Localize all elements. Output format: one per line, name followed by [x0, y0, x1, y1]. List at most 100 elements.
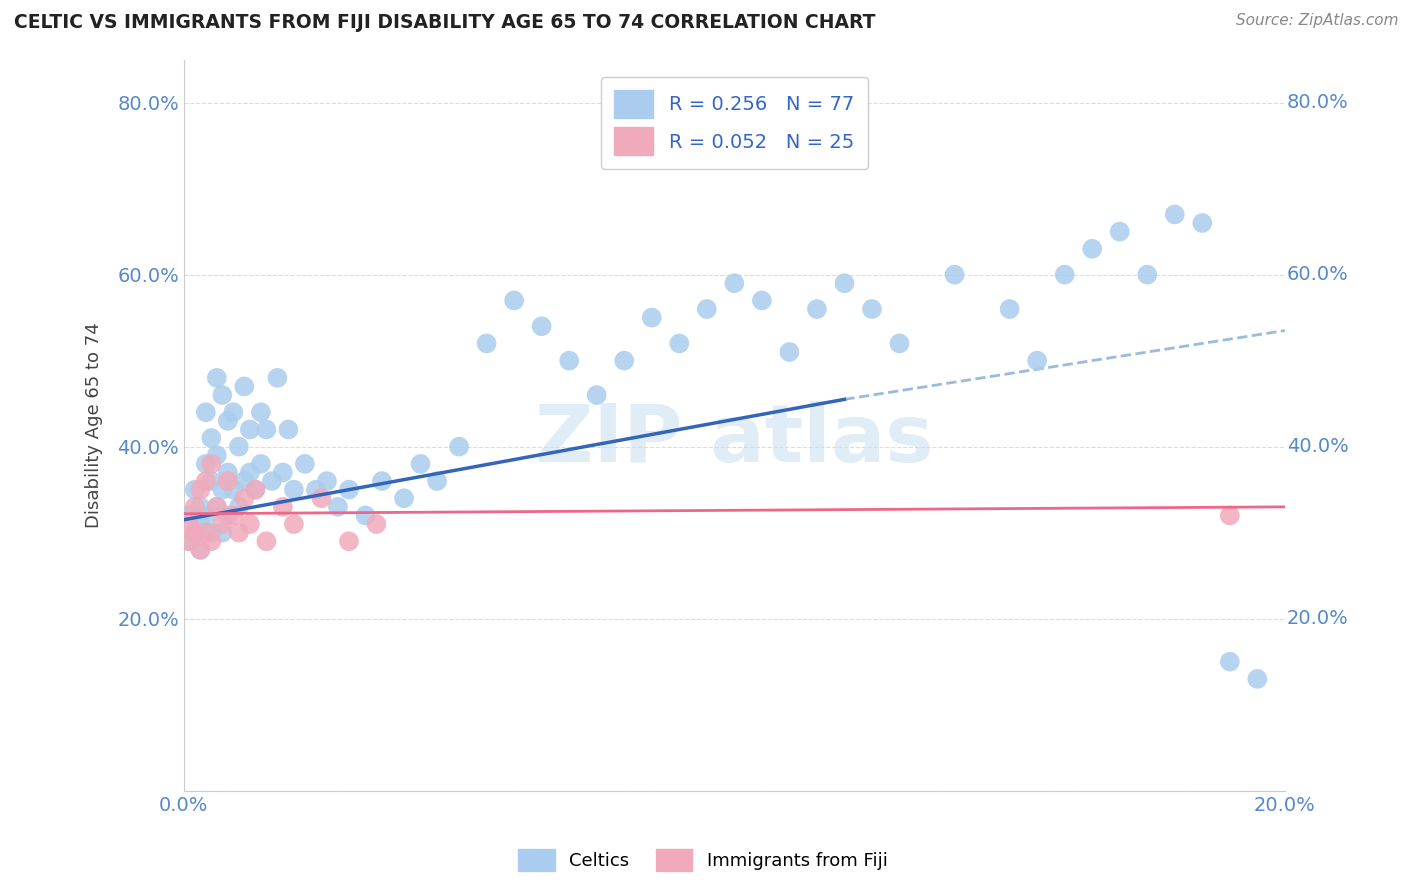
Point — [1219, 508, 1241, 523]
Point — [233, 474, 256, 488]
Point — [250, 457, 273, 471]
Point — [860, 301, 883, 316]
Point — [1246, 672, 1268, 686]
Point — [211, 388, 233, 402]
Point — [205, 500, 228, 514]
Point — [179, 517, 201, 532]
Point — [889, 336, 911, 351]
Point — [613, 353, 636, 368]
Point — [228, 525, 250, 540]
Point — [205, 371, 228, 385]
Point — [1136, 268, 1159, 282]
Point — [194, 525, 217, 540]
Point — [1219, 655, 1241, 669]
Point — [200, 457, 222, 471]
Point — [311, 491, 333, 506]
Point — [200, 431, 222, 445]
Y-axis label: Disability Age 65 to 74: Disability Age 65 to 74 — [86, 322, 103, 528]
Point — [239, 422, 262, 436]
Point — [228, 500, 250, 514]
Point — [1191, 216, 1213, 230]
Point — [558, 353, 581, 368]
Point — [305, 483, 328, 497]
Point — [245, 483, 267, 497]
Point — [354, 508, 377, 523]
Point — [211, 525, 233, 540]
Point — [409, 457, 432, 471]
Point — [188, 542, 211, 557]
Point — [449, 440, 471, 454]
Point — [834, 277, 856, 291]
Point — [217, 466, 239, 480]
Point — [184, 500, 207, 514]
Text: 20.0%: 20.0% — [1286, 609, 1348, 628]
Point — [641, 310, 664, 325]
Point — [696, 301, 718, 316]
Text: Source: ZipAtlas.com: Source: ZipAtlas.com — [1236, 13, 1399, 29]
Text: ZIP atlas: ZIP atlas — [536, 401, 934, 479]
Point — [283, 483, 305, 497]
Point — [188, 500, 211, 514]
Point — [188, 517, 211, 532]
Point — [179, 508, 201, 523]
Point — [254, 534, 277, 549]
Point — [1081, 242, 1104, 256]
Point — [475, 336, 498, 351]
Text: CELTIC VS IMMIGRANTS FROM FIJI DISABILITY AGE 65 TO 74 CORRELATION CHART: CELTIC VS IMMIGRANTS FROM FIJI DISABILIT… — [14, 13, 876, 32]
Point — [188, 483, 211, 497]
Point — [283, 517, 305, 532]
Point — [184, 525, 207, 540]
Point — [1026, 353, 1049, 368]
Point — [266, 371, 288, 385]
Point — [254, 422, 277, 436]
Point — [337, 534, 360, 549]
Point — [778, 345, 800, 359]
Point — [668, 336, 690, 351]
Point — [250, 405, 273, 419]
Point — [194, 474, 217, 488]
Point — [530, 319, 553, 334]
Point — [245, 483, 267, 497]
Point — [222, 405, 245, 419]
Point — [179, 534, 201, 549]
Point — [184, 483, 207, 497]
Point — [806, 301, 828, 316]
Point — [228, 440, 250, 454]
Point — [239, 517, 262, 532]
Legend: Celtics, Immigrants from Fiji: Celtics, Immigrants from Fiji — [512, 842, 894, 879]
Point — [179, 534, 201, 549]
Point — [200, 474, 222, 488]
Point — [316, 474, 339, 488]
Point — [426, 474, 449, 488]
Point — [222, 483, 245, 497]
Point — [200, 525, 222, 540]
Point — [260, 474, 283, 488]
Point — [233, 379, 256, 393]
Point — [233, 491, 256, 506]
Text: 40.0%: 40.0% — [1286, 437, 1348, 456]
Point — [217, 474, 239, 488]
Point — [194, 508, 217, 523]
Point — [366, 517, 388, 532]
Text: 60.0%: 60.0% — [1286, 265, 1348, 285]
Point — [326, 500, 349, 514]
Point — [751, 293, 773, 308]
Point — [723, 277, 745, 291]
Text: 80.0%: 80.0% — [1286, 93, 1348, 112]
Point — [294, 457, 316, 471]
Point — [217, 414, 239, 428]
Point — [1108, 225, 1130, 239]
Point — [271, 500, 294, 514]
Point — [200, 534, 222, 549]
Point — [184, 525, 207, 540]
Point — [392, 491, 415, 506]
Point — [205, 500, 228, 514]
Point — [194, 405, 217, 419]
Point — [194, 457, 217, 471]
Point — [205, 448, 228, 462]
Point — [188, 542, 211, 557]
Legend: R = 0.256   N = 77, R = 0.052   N = 25: R = 0.256 N = 77, R = 0.052 N = 25 — [600, 77, 868, 169]
Point — [585, 388, 607, 402]
Point — [211, 483, 233, 497]
Point — [371, 474, 394, 488]
